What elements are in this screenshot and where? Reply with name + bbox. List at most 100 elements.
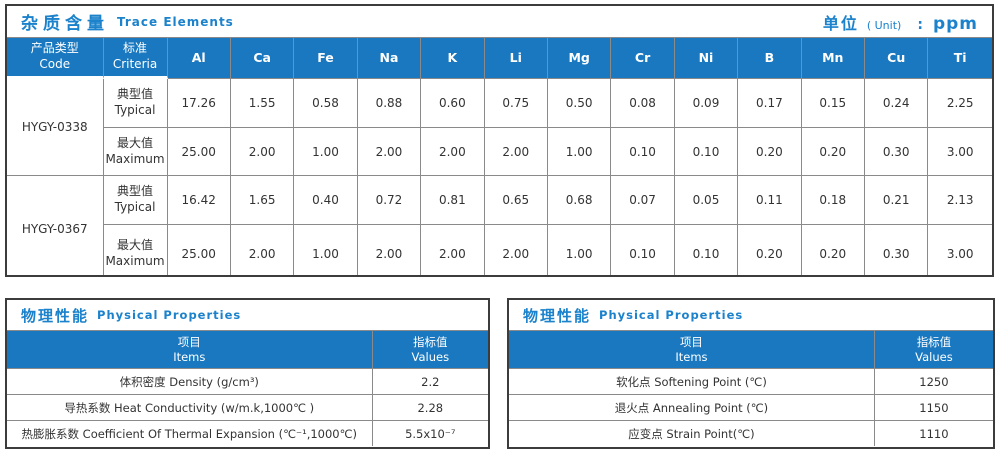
value-cell: 2.00	[357, 128, 422, 176]
product-code-cell: HYGY-0367	[7, 176, 104, 275]
table-row-0338-typical: HYGY-0338 典型值 Typical 17.26 1.55 0.58 0.…	[7, 79, 992, 176]
value-cell: 0.11	[738, 176, 802, 225]
trace-header-row: 产品类型 Code 标准 Criteria Al Ca Fe Na K Li M…	[7, 38, 992, 79]
table-row-0367-typical: HYGY-0367 典型值 Typical 16.42 1.65 0.40 0.…	[7, 176, 992, 275]
unit-value: ppm	[932, 13, 978, 34]
column-header-element-k: K	[421, 38, 485, 79]
item-cell: 应变点 Strain Point(℃)	[509, 421, 875, 446]
physical-left-title-zh: 物理性能	[21, 306, 90, 325]
value-cell: 0.40	[294, 176, 358, 225]
column-header-element-b: B	[738, 38, 802, 79]
value-cell: 0.75	[484, 79, 548, 128]
value-cell: 17.26	[167, 79, 231, 128]
physical-left-header-row: 项目 Items 指标值 Values	[7, 331, 488, 369]
value-cell: 2.00	[231, 225, 295, 275]
value-cell: 0.15	[801, 79, 865, 128]
value-cell: 0.05	[674, 176, 739, 225]
physical-properties-left-section: 物理性能 Physical Properties 项目 Items 指标值 Va…	[5, 298, 490, 449]
value-cell: 0.20	[801, 128, 865, 176]
value-cell: 1.00	[548, 225, 612, 275]
value-cell: 0.50	[547, 79, 612, 128]
value-cell: 2.00	[230, 128, 295, 176]
value-cell: 16.42	[167, 176, 231, 225]
value-cell: 0.10	[611, 225, 675, 275]
criteria-label-en: Typical	[114, 200, 156, 214]
value-cell: 0.21	[864, 176, 929, 225]
value-cell: 2.25	[928, 79, 992, 128]
value-cell: 1.00	[547, 128, 612, 176]
value-cell: 2.00	[421, 128, 485, 176]
column-header-values-zh: 指标值	[413, 334, 448, 349]
physical-right-title-bar: 物理性能 Physical Properties	[509, 300, 993, 331]
value-cell: 0.58	[294, 79, 358, 128]
table-row-softening-point: 软化点 Softening Point (℃) 1250	[509, 369, 993, 395]
value-cell: 0.60	[421, 79, 485, 128]
column-header-element-mg: Mg	[547, 38, 612, 79]
item-cell: 软化点 Softening Point (℃)	[509, 369, 875, 395]
column-header-items-en: Items	[173, 349, 206, 364]
value-cell: 0.68	[547, 176, 612, 225]
trace-table: 产品类型 Code 标准 Criteria Al Ca Fe Na K Li M…	[7, 38, 992, 275]
column-header-code: 产品类型 Code	[7, 38, 104, 79]
column-header-criteria-zh: 标准	[123, 41, 148, 56]
column-header-code-zh: 产品类型	[30, 41, 79, 56]
value-cell: 0.07	[611, 176, 675, 225]
criteria-label-en: Maximum	[105, 253, 165, 268]
value-cell: 0.88	[357, 79, 422, 128]
unit-label-en: ( Unit)	[866, 18, 902, 32]
column-header-values-en: Values	[411, 349, 450, 364]
value-cell: 2.28	[372, 395, 488, 421]
item-cell: 导热系数 Heat Conductivity (w/m.k,1000℃ )	[7, 395, 373, 421]
table-row-density: 体积密度 Density (g/cm³) 2.2	[7, 369, 488, 395]
criteria-cell-typical: 典型值 Typical	[103, 176, 168, 225]
criteria-label-zh: 最大值	[117, 135, 154, 150]
column-header-criteria-en: Criteria	[112, 57, 158, 71]
column-header-values-en: Values	[915, 349, 953, 364]
value-cell: 0.08	[611, 79, 675, 128]
column-header-element-cu: Cu	[864, 38, 929, 79]
value-cell: 0.10	[675, 225, 739, 275]
value-cell: 0.18	[801, 176, 865, 225]
value-cell: 1110	[919, 426, 949, 441]
column-header-element-fe: Fe	[294, 38, 358, 79]
physical-left-table: 项目 Items 指标值 Values 体积密度 Density (g/cm³)…	[7, 331, 488, 446]
value-cell: 2.00	[358, 225, 422, 275]
column-header-values-zh: 指标值	[916, 334, 952, 349]
column-header-items-zh: 项目	[177, 334, 201, 349]
value-cell: 1.55	[230, 79, 295, 128]
criteria-label-zh: 典型值	[117, 184, 154, 199]
column-header-element-na: Na	[357, 38, 422, 79]
column-header-items-zh: 项目	[679, 334, 703, 349]
trace-elements-section: 杂质含量 Trace Elements 单位 ( Unit) : ppm 产品类…	[5, 4, 994, 277]
criteria-label-zh: 典型值	[117, 87, 154, 102]
criteria-label-en: Typical	[114, 103, 156, 117]
column-header-code-en: Code	[39, 57, 71, 71]
value-cell: 0.09	[674, 79, 739, 128]
trace-title-zh: 杂质含量	[21, 14, 109, 34]
table-row-strain-point: 应变点 Strain Point(℃) 1110	[509, 421, 993, 446]
column-header-element-ca: Ca	[230, 38, 295, 79]
value-cell: 0.10	[674, 128, 739, 176]
value-cell: 0.24	[864, 79, 929, 128]
physical-properties-right-section: 物理性能 Physical Properties 项目 Items 指标值 Va…	[507, 298, 995, 449]
criteria-label-en: Maximum	[105, 151, 165, 166]
column-header-criteria: 标准 Criteria	[103, 38, 168, 79]
unit-label: 单位 ( Unit) : ppm	[823, 10, 978, 34]
value-cell: 1250	[874, 369, 993, 395]
value-cell: 0.17	[738, 79, 802, 128]
physical-right-title-en: Physical Properties	[599, 308, 744, 322]
table-row-thermal-expansion: 热膨胀系数 Coefficient Of Thermal Expansion (…	[7, 421, 488, 446]
value-cell: 0.30	[864, 128, 929, 176]
physical-left-title-bar: 物理性能 Physical Properties	[7, 300, 488, 331]
table-row-annealing-point: 退火点 Annealing Point (℃) 1150	[509, 395, 993, 421]
table-row-heat-conductivity: 导热系数 Heat Conductivity (w/m.k,1000℃ ) 2.…	[7, 395, 488, 421]
column-header-element-mn: Mn	[801, 38, 865, 79]
trace-title-en: Trace Elements	[117, 14, 234, 29]
value-cell: 1150	[874, 395, 993, 421]
value-cell: 25.00	[168, 225, 231, 275]
column-header-element-li: Li	[484, 38, 548, 79]
value-cell: 0.10	[611, 128, 675, 176]
value-cell: 0.20	[738, 225, 802, 275]
value-cell: 0.81	[421, 176, 485, 225]
value-cell: 0.20	[738, 128, 802, 176]
